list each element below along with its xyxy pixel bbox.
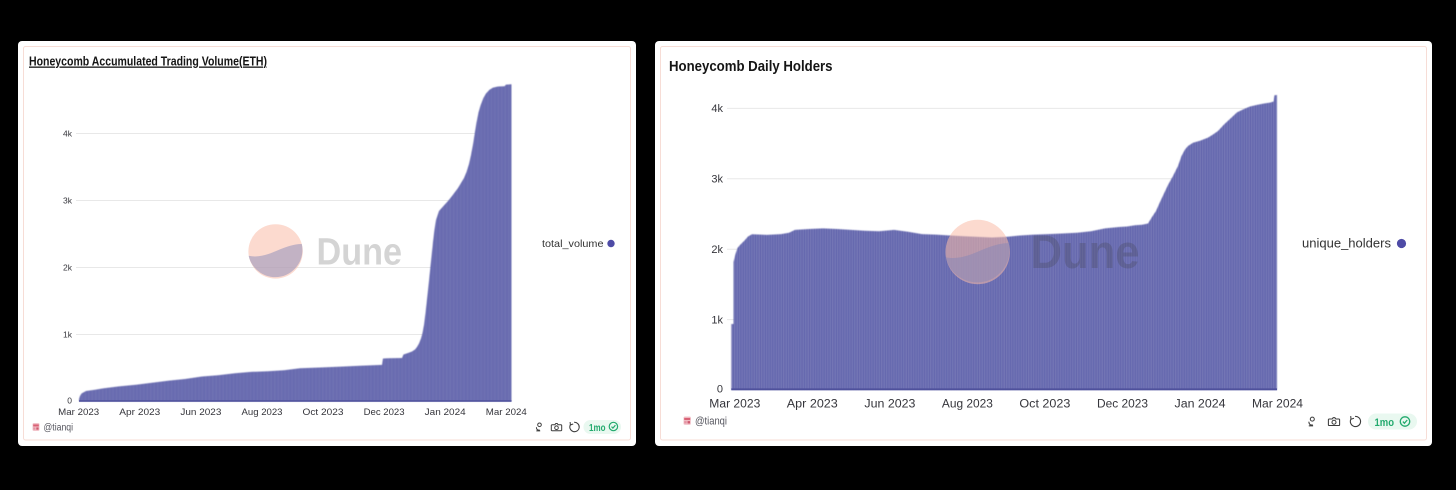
svg-text:Jan 2024: Jan 2024: [425, 407, 466, 418]
svg-text:Dune: Dune: [1031, 225, 1140, 278]
svg-text:Dec 2023: Dec 2023: [1097, 399, 1148, 411]
svg-text:Oct 2023: Oct 2023: [303, 407, 344, 418]
svg-text:Mar 2024: Mar 2024: [1252, 399, 1304, 411]
svg-text:4k: 4k: [63, 129, 73, 139]
svg-text:3k: 3k: [711, 174, 723, 186]
svg-text:Jun 2023: Jun 2023: [864, 399, 915, 411]
svg-text:1k: 1k: [711, 314, 723, 326]
svg-text:Jun 2023: Jun 2023: [180, 407, 221, 418]
svg-text:Aug 2023: Aug 2023: [942, 399, 993, 411]
svg-text:Dec 2023: Dec 2023: [364, 407, 405, 418]
svg-text:Dune: Dune: [317, 232, 403, 274]
svg-text:4k: 4k: [711, 103, 723, 115]
svg-text:2k: 2k: [63, 263, 73, 273]
svg-text:Oct 2023: Oct 2023: [1019, 399, 1070, 411]
svg-text:3k: 3k: [63, 196, 73, 206]
svg-text:2k: 2k: [711, 244, 723, 256]
svg-text:Jan 2024: Jan 2024: [1175, 399, 1227, 411]
svg-text:Mar 2023: Mar 2023: [58, 407, 99, 418]
svg-text:Mar 2023: Mar 2023: [709, 399, 760, 411]
svg-text:@tianqi: @tianqi: [695, 416, 727, 428]
svg-text:1k: 1k: [63, 330, 73, 340]
svg-text:1mo: 1mo: [589, 423, 606, 434]
svg-text:0: 0: [67, 396, 72, 406]
svg-text:Apr 2023: Apr 2023: [787, 399, 838, 411]
svg-text:1mo: 1mo: [1375, 417, 1395, 429]
svg-text:0: 0: [717, 384, 723, 396]
svg-text:Aug 2023: Aug 2023: [242, 407, 283, 418]
svg-text:Mar 2024: Mar 2024: [486, 407, 527, 418]
svg-text:@tianqi: @tianqi: [44, 423, 74, 434]
svg-text:Honeycomb Daily Holders: Honeycomb Daily Holders: [669, 59, 833, 75]
svg-text:unique_holders: unique_holders: [1302, 237, 1391, 251]
svg-text:Apr 2023: Apr 2023: [119, 407, 160, 418]
svg-text:total_volume: total_volume: [542, 238, 604, 250]
svg-text:Honeycomb Accumulated Trading: Honeycomb Accumulated Trading Volume(ETH…: [29, 54, 267, 69]
